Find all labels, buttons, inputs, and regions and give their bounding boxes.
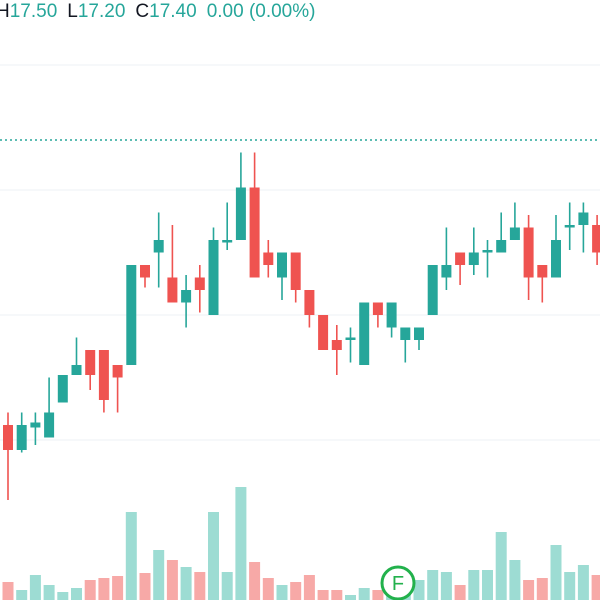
volume-bar (482, 570, 493, 600)
candle-body (441, 265, 452, 278)
volume-bar (235, 487, 247, 600)
candle-body (304, 290, 315, 315)
volume-bar (57, 592, 69, 600)
volume-bar (454, 585, 466, 600)
candle-body (509, 227, 520, 240)
candle-body (153, 240, 164, 253)
volume-bar (71, 588, 82, 600)
candle-body (57, 375, 68, 403)
volume-bar (550, 545, 562, 600)
volume-bar (43, 585, 55, 600)
candle-body (71, 365, 82, 375)
field-value: 17.50 (9, 1, 58, 22)
candle-body (126, 265, 137, 365)
volume-bar (16, 590, 28, 600)
volume-bar (262, 578, 274, 600)
volume-bar (208, 512, 219, 600)
volume-bar (591, 575, 600, 600)
candle-body (414, 327, 424, 340)
candle-body (331, 340, 342, 350)
volume-bar (372, 590, 384, 600)
volume-bar (166, 560, 178, 600)
candle-body (194, 277, 205, 290)
candle-body (263, 252, 274, 265)
candle-body (277, 252, 287, 278)
volume-bar (413, 580, 425, 600)
candle-body (496, 240, 507, 253)
volume-bar (249, 562, 261, 600)
volume-bar (98, 578, 110, 600)
candle-body (30, 422, 41, 428)
candle-body (16, 425, 27, 450)
field-label: C (135, 1, 150, 22)
volume-bar (440, 572, 452, 600)
ohlc-legend: H17.50 L17.20 C17.40 0.00 (0.00%) (0, 0, 317, 24)
candle-body (167, 277, 178, 303)
candle-body (537, 265, 548, 278)
candle-body (249, 187, 260, 278)
candle-body (578, 212, 589, 225)
volume-bar (221, 572, 233, 600)
candle-body (208, 240, 219, 315)
candle-body (235, 187, 246, 240)
event-marker: F (380, 565, 416, 600)
marker-circle (380, 565, 416, 600)
candle-body (372, 302, 383, 315)
volume-bar (2, 582, 14, 600)
volume-bar (153, 550, 165, 600)
candle-body (3, 425, 13, 450)
candle-body (98, 350, 109, 400)
candle-body (140, 265, 150, 278)
candle-body (222, 240, 233, 243)
volume-bar (112, 576, 124, 600)
candle-body (468, 252, 479, 265)
volume-bar (345, 595, 356, 600)
candle-body (290, 252, 301, 290)
volume-bar (303, 575, 315, 600)
candle-body (386, 302, 397, 328)
candle-body (345, 337, 356, 340)
volume-bar (194, 572, 206, 600)
volume-bar (577, 565, 589, 600)
candle-body (181, 290, 192, 303)
volume-bar (536, 578, 548, 600)
volume-bar (523, 580, 535, 600)
volume-bar (276, 585, 288, 600)
volume-bar (331, 590, 343, 600)
marker-label: F (392, 573, 404, 595)
volume-bar (290, 582, 302, 600)
field-label: L (67, 1, 78, 22)
volume-bar (468, 570, 480, 600)
volume-bar (317, 590, 329, 600)
volume-bar (125, 512, 137, 600)
volume-bar (139, 573, 151, 600)
candle-body (112, 365, 123, 378)
volume-bar (509, 560, 521, 600)
field-value: 17.40 (149, 1, 197, 22)
change: 0.00 (0.00%) (206, 1, 316, 22)
volume-bar (180, 567, 192, 600)
candle-body (44, 412, 55, 438)
field-value: 17.20 (77, 1, 126, 22)
candle-body (455, 252, 466, 265)
candle-body (523, 227, 534, 278)
candle-body (85, 350, 96, 375)
candle-body (318, 315, 329, 350)
volume-bar (564, 572, 576, 600)
candle-body (551, 240, 561, 278)
field-label: H (0, 1, 10, 22)
candle-body (400, 327, 411, 340)
candle-body (564, 225, 575, 228)
candle-body (359, 302, 370, 365)
volume-bar (495, 532, 507, 600)
candle-body (592, 225, 600, 253)
volume-bar (84, 580, 96, 600)
volume-bar (29, 575, 41, 600)
candle-body (427, 265, 438, 315)
volume-bar (358, 588, 370, 600)
volume-bar (427, 570, 439, 600)
candle-body (482, 250, 493, 253)
